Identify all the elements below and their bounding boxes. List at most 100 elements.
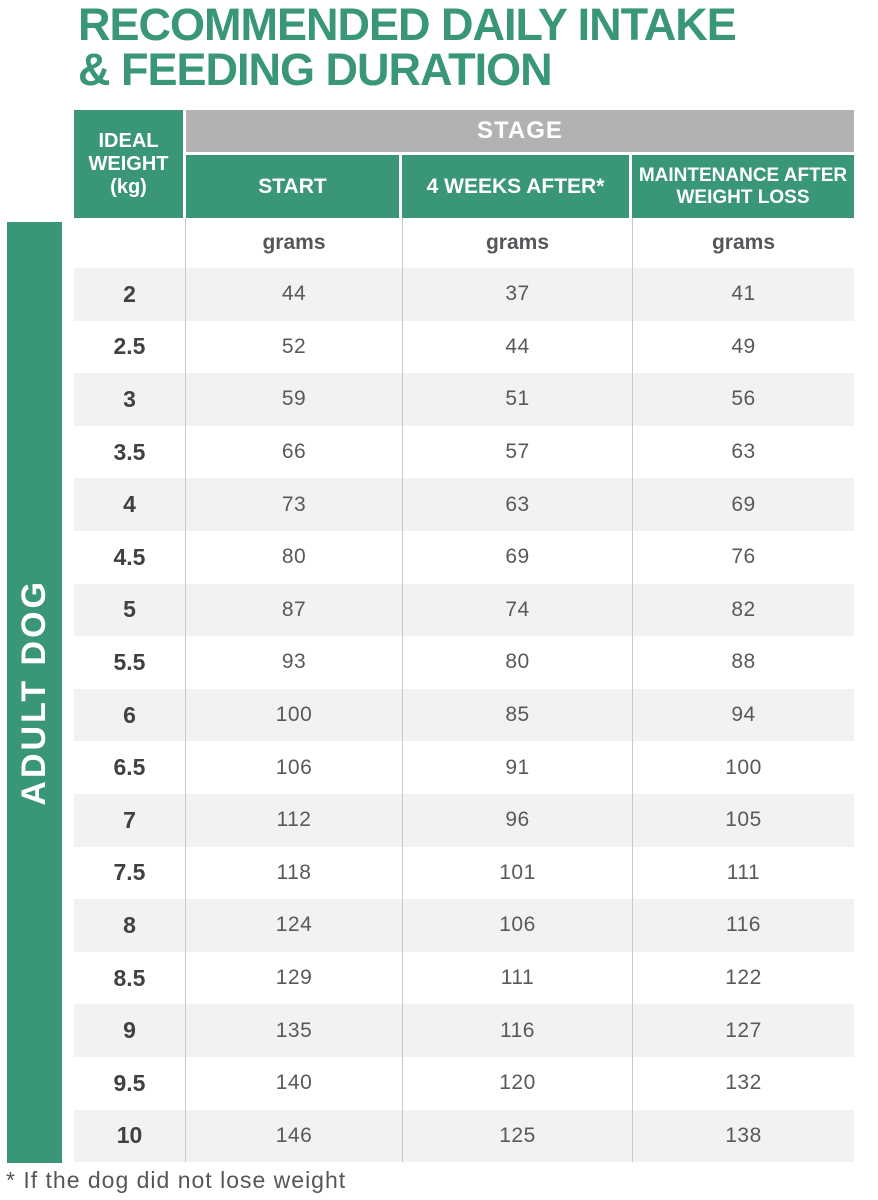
table-row: 9 135 116 127 [74, 1004, 854, 1057]
table-row: 4.5 80 69 76 [74, 530, 854, 584]
value-cell: 122 [632, 951, 854, 1005]
value-cell: 111 [632, 846, 854, 900]
unit-row: grams grams grams [74, 218, 854, 268]
value-cell: 111 [402, 951, 632, 1005]
adult-dog-band: ADULT DOG [7, 222, 62, 1163]
value-cell: 73 [185, 478, 402, 531]
table-row: 8 124 106 116 [74, 899, 854, 952]
value-cell: 101 [402, 846, 632, 900]
table-row: 7.5 118 101 111 [74, 846, 854, 900]
value-cell: 37 [402, 268, 632, 321]
value-cell: 44 [402, 320, 632, 374]
weight-cell: 3.5 [113, 438, 146, 465]
value-cell: 88 [632, 636, 854, 689]
footnote: * If the dog did not lose weight [6, 1167, 347, 1193]
value-cell: 69 [632, 478, 854, 531]
unit-cell-4-weeks-after: grams [402, 218, 632, 268]
unit-empty-cell [74, 218, 185, 268]
weight-cell: 5.5 [113, 648, 146, 675]
value-cell: 63 [632, 425, 854, 479]
weight-cell: 2.5 [113, 333, 146, 360]
value-cell: 127 [632, 1004, 854, 1057]
weight-cell: 8 [123, 911, 136, 938]
value-cell: 125 [402, 1109, 632, 1163]
value-cell: 100 [632, 741, 854, 794]
value-cell: 124 [185, 899, 402, 952]
weight-cell: 10 [116, 1122, 143, 1149]
table-row: 3 59 51 56 [74, 373, 854, 426]
weight-cell: 7 [123, 806, 136, 833]
table-row: 2.5 52 44 49 [74, 320, 854, 374]
value-cell: 80 [402, 636, 632, 689]
table-row: 10 146 125 138 [74, 1109, 854, 1163]
weight-cell: 4.5 [113, 543, 146, 570]
unit-cell-maintenance: grams [632, 218, 854, 268]
column-header-4-weeks-after: 4 WEEKS AFTER* [402, 155, 629, 218]
title-line-2: & FEEDING DURATION [78, 44, 553, 95]
value-cell: 80 [185, 530, 402, 584]
value-cell: 116 [632, 899, 854, 952]
value-cell: 105 [632, 793, 854, 847]
weight-cell: 9 [123, 1017, 136, 1044]
column-header-maintenance-after-weight-loss: MAINTENANCE AFTER WEIGHT LOSS [632, 155, 854, 218]
value-cell: 85 [402, 688, 632, 742]
unit-cell-start: grams [185, 218, 402, 268]
table-row: 7 112 96 105 [74, 793, 854, 847]
weight-cell: 8.5 [113, 964, 146, 991]
table-row: 6.5 106 91 100 [74, 741, 854, 794]
table-row: 3.5 66 57 63 [74, 425, 854, 479]
value-cell: 51 [402, 373, 632, 426]
value-cell: 100 [185, 688, 402, 742]
table-row: 5.5 93 80 88 [74, 636, 854, 689]
value-cell: 63 [402, 478, 632, 531]
value-cell: 82 [632, 583, 854, 637]
value-cell: 120 [402, 1056, 632, 1110]
stage-header: STAGE [186, 110, 854, 152]
ideal-weight-line-1: IDEAL [98, 129, 159, 152]
value-cell: 112 [185, 793, 402, 847]
value-cell: 91 [402, 741, 632, 794]
ideal-weight-header: IDEAL WEIGHT (kg) [74, 110, 183, 218]
table-row: 8.5 129 111 122 [74, 951, 854, 1005]
value-cell: 66 [185, 425, 402, 479]
value-cell: 41 [632, 268, 854, 321]
weight-cell: 7.5 [113, 859, 146, 886]
page-title: RECOMMENDED DAILY INTAKE & FEEDING DURAT… [78, 0, 737, 95]
table-body: grams grams grams 2 44 37 41 2.5 52 44 4… [74, 218, 854, 1163]
value-cell: 57 [402, 425, 632, 479]
value-cell: 118 [185, 846, 402, 900]
weight-cell: 4 [123, 491, 136, 518]
value-cell: 146 [185, 1109, 402, 1163]
value-cell: 44 [185, 268, 402, 321]
column-header-start: START [186, 155, 399, 218]
adult-dog-label: ADULT DOG [15, 579, 53, 806]
value-cell: 87 [185, 583, 402, 637]
value-cell: 93 [185, 636, 402, 689]
weight-cell: 5 [123, 596, 136, 623]
value-cell: 116 [402, 1004, 632, 1057]
value-cell: 52 [185, 320, 402, 374]
value-cell: 132 [632, 1056, 854, 1110]
value-cell: 74 [402, 583, 632, 637]
value-cell: 138 [632, 1109, 854, 1163]
value-cell: 69 [402, 530, 632, 584]
weight-cell: 6 [123, 701, 136, 728]
value-cell: 96 [402, 793, 632, 847]
value-cell: 106 [185, 741, 402, 794]
value-cell: 140 [185, 1056, 402, 1110]
table-row: 9.5 140 120 132 [74, 1056, 854, 1110]
value-cell: 135 [185, 1004, 402, 1057]
weight-cell: 9.5 [113, 1069, 146, 1096]
table-row: 5 87 74 82 [74, 583, 854, 637]
value-cell: 56 [632, 373, 854, 426]
value-cell: 49 [632, 320, 854, 374]
ideal-weight-line-2: WEIGHT [88, 152, 169, 175]
table-header: IDEAL WEIGHT (kg) STAGE START 4 WEEKS AF… [74, 110, 854, 218]
value-cell: 59 [185, 373, 402, 426]
value-cell: 106 [402, 899, 632, 952]
title-line-1: RECOMMENDED DAILY INTAKE [78, 0, 737, 50]
value-cell: 94 [632, 688, 854, 742]
table-row: 2 44 37 41 [74, 268, 854, 321]
table-row: 6 100 85 94 [74, 688, 854, 742]
